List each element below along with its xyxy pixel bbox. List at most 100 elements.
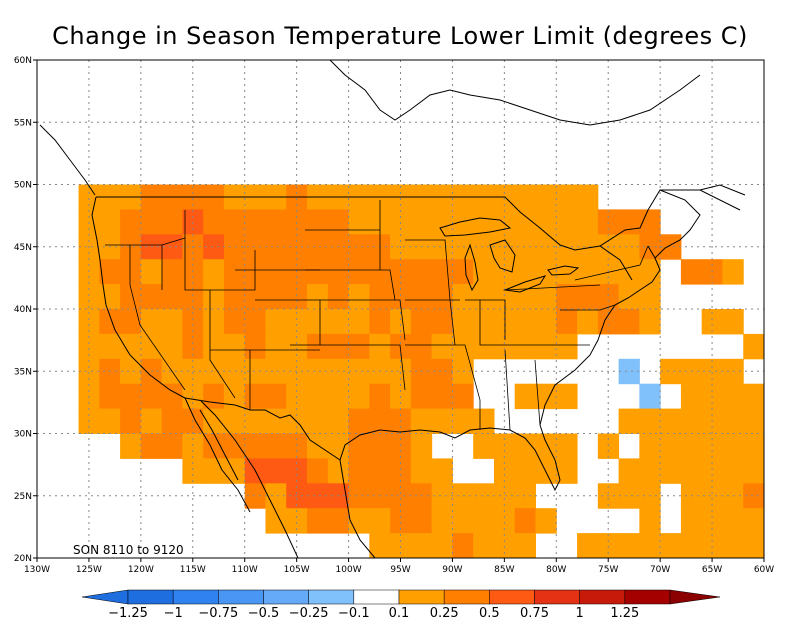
heatmap-cell [514,433,537,459]
heatmap-cell [369,433,391,459]
heatmap-cell [390,284,412,310]
colorbar-segment [443,589,490,605]
map-title: Change in Season Temperature Lower Limit… [52,22,748,50]
heatmap-cell [535,309,557,335]
colorbar-segment [127,589,174,605]
colorbar-segment [308,589,355,605]
y-tick-label: 45N [14,243,32,253]
x-tick-label: 80W [546,565,566,575]
heatmap-cell [327,309,350,335]
heatmap-cell [452,333,474,360]
heatmap-cell [660,533,682,558]
heatmap-cell [535,508,557,534]
heatmap-cell [514,184,537,210]
y-tick-label: 40N [14,305,32,315]
colorbar-segment [624,589,671,605]
heatmap-cell [307,209,329,235]
heatmap-cell [493,533,516,558]
heatmap-cell [452,259,474,285]
heatmap-cell [431,458,453,484]
y-tick-labels: 20N 25N 30N 35N 40N 45N 50N 55N 60N [14,56,37,564]
heatmap-cell [265,458,287,484]
heatmap-cell [556,458,578,484]
heatmap-cell [764,508,785,533]
heatmap-cell [307,408,329,434]
heatmap-cell [203,209,225,235]
heatmap-cell [348,458,370,484]
colorbar-segment [579,589,626,605]
heatmap-cell [286,433,308,459]
heatmap-cell [223,234,246,260]
heatmap-cell [701,533,723,558]
heatmap-cell [785,309,800,334]
colorbar-label: −1.25 [108,606,148,618]
colorbar-label: 0.25 [430,606,459,618]
heatmap-cell [514,383,537,410]
heatmap-cell [514,234,537,260]
heatmap-cell [161,309,183,335]
heatmap-cell [410,458,433,484]
heatmap-cell [390,508,412,534]
heatmap-cell [182,284,204,310]
heatmap-cell [431,333,453,360]
heatmap-cell [535,284,557,310]
heatmap-cell [785,409,800,434]
heatmap-cell [556,383,578,410]
heatmap-cell [431,383,453,410]
heatmap-cell [556,284,578,310]
heatmap-cell [431,483,453,509]
colorbar-label: −0.5 [248,606,280,618]
heatmap-cell [431,259,453,285]
heatmap-cell [639,433,661,459]
heatmap-cell [369,508,391,534]
heatmap-cell [639,209,661,235]
us-mexico-border [184,397,341,461]
heatmap-cell [473,234,495,260]
map-outlines [39,60,746,558]
heatmap-cell [369,533,391,558]
heatmap-cell [785,458,800,483]
heatmap-cell [120,259,142,285]
heatmap-cell [348,508,370,534]
heatmap-cell [701,433,723,459]
colorbar: −1.25 −1 −0.75 −0.5 −0.25 −0.1 0.1 0.25 0.5 0.75 1… [81,589,721,618]
heatmap-cell [577,234,599,260]
x-tick-label: 95W [390,565,410,575]
heatmap-cell [473,309,495,335]
heatmap-cell [244,234,266,260]
heatmap-cell [473,333,495,360]
heatmap-cell [785,434,800,459]
heatmap-cell [535,184,557,210]
heatmap-cell [327,433,350,459]
heatmap-cell [660,458,682,484]
heatmap-cell [203,433,225,459]
heatmap-cell [597,433,620,459]
heatmap-cell [764,309,785,334]
heatmap-cell [203,234,225,260]
heatmap-cell [473,433,495,459]
heatmap-cell [639,508,661,534]
heatmap-cell [286,333,308,360]
heatmap-cell [597,309,620,335]
heatmap-cell [514,508,537,534]
heatmap-cell [327,284,350,310]
heatmap-cell [577,259,599,285]
heatmap-cell [680,259,703,285]
heatmap-cell [203,358,225,385]
heatmap-cell [452,508,474,534]
heatmap-cell [99,383,121,410]
heatmap-cell [452,309,474,335]
heatmap-cell [265,309,287,335]
heatmap-cell [348,483,370,509]
heatmap-cell [327,383,350,410]
heatmap-cell [348,333,370,360]
heatmap-cell [182,433,204,459]
heatmap-cell [473,284,495,310]
heatmap-cell [722,309,744,335]
heatmap-cell [369,383,391,410]
heatmap-cell [120,433,142,459]
heatmap-cell [639,383,661,410]
heatmap-cell [140,284,163,310]
heatmap-cell [556,209,578,235]
heatmap-cell [203,259,225,285]
